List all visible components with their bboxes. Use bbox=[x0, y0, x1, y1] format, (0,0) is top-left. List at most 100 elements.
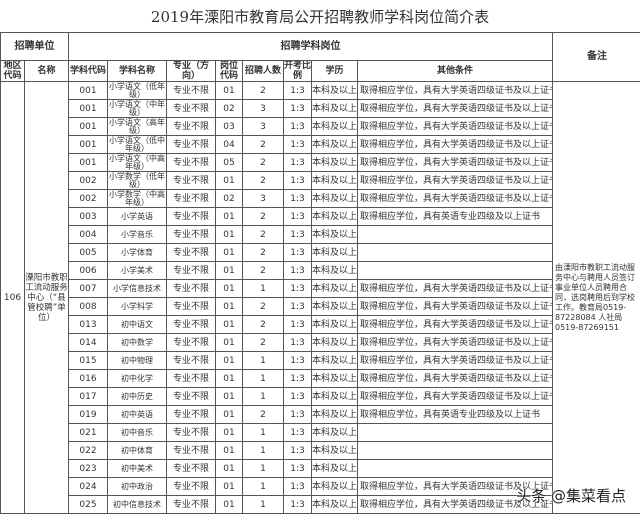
hire-count: 3 bbox=[242, 99, 284, 118]
major: 专业不限 bbox=[166, 189, 216, 208]
header-remark: 备注 bbox=[552, 32, 640, 82]
major: 专业不限 bbox=[166, 477, 216, 496]
subject-name: 小学语文（中年级） bbox=[107, 99, 167, 118]
exam-ratio: 1:3 bbox=[283, 153, 312, 172]
other-conditions bbox=[357, 225, 553, 244]
post-code: 01 bbox=[215, 369, 243, 388]
exam-ratio: 1:3 bbox=[283, 441, 312, 460]
unit-name: 溧阳市教职工流动服务中心（“县管校聘”单位） bbox=[24, 81, 69, 514]
table-row: 019 初中英语 专业不限 01 2 1:3 本科及以上 取得相应学位，具有英语专业四级及以上… bbox=[1, 405, 640, 424]
education: 本科及以上 bbox=[311, 99, 358, 118]
major: 专业不限 bbox=[166, 423, 216, 442]
post-code: 04 bbox=[215, 135, 243, 154]
major: 专业不限 bbox=[166, 243, 216, 262]
exam-ratio: 1:3 bbox=[283, 369, 312, 388]
column-header: 岗位代码 bbox=[215, 60, 243, 82]
subject-name: 小学数学（中高年级） bbox=[107, 189, 167, 208]
subject-code: 001 bbox=[68, 99, 108, 118]
major: 专业不限 bbox=[166, 441, 216, 460]
post-code: 01 bbox=[215, 333, 243, 352]
table-row: 017 初中历史 专业不限 01 1 1:3 本科及以上 取得相应学位，具有大学英语四级证书及… bbox=[1, 387, 640, 406]
column-header: 招聘人数 bbox=[242, 60, 284, 82]
subject-name: 小学语文（中高年级） bbox=[107, 153, 167, 172]
exam-ratio: 1:3 bbox=[283, 243, 312, 262]
hire-count: 2 bbox=[242, 243, 284, 262]
exam-ratio: 1:3 bbox=[283, 189, 312, 208]
education: 本科及以上 bbox=[311, 153, 358, 172]
remark: 由溧阳市教职工流动服务中心与聘用人员签订事业单位人员聘用合同，选岗聘用后到学校工… bbox=[552, 81, 640, 514]
education: 本科及以上 bbox=[311, 261, 358, 280]
major: 专业不限 bbox=[166, 135, 216, 154]
post-code: 01 bbox=[215, 387, 243, 406]
major: 专业不限 bbox=[166, 459, 216, 478]
education: 本科及以上 bbox=[311, 477, 358, 496]
column-header: 名称 bbox=[24, 60, 69, 82]
page-title: 2019年溧阳市教育局公开招聘教师学科岗位简介表 bbox=[150, 8, 490, 26]
major: 专业不限 bbox=[166, 333, 216, 352]
major: 专业不限 bbox=[166, 81, 216, 100]
education: 本科及以上 bbox=[311, 279, 358, 298]
subject-name: 小学美术 bbox=[107, 261, 167, 280]
table-row: 006 小学美术 专业不限 01 2 1:3 本科及以上 bbox=[1, 261, 640, 280]
table-row: 024 初中政治 专业不限 01 1 1:3 本科及以上 取得相应学位，具有大学英语四级证书及… bbox=[1, 477, 640, 496]
post-code: 01 bbox=[215, 315, 243, 334]
major: 专业不限 bbox=[166, 351, 216, 370]
major: 专业不限 bbox=[166, 99, 216, 118]
subject-code: 019 bbox=[68, 405, 108, 424]
other-conditions bbox=[357, 423, 553, 442]
hire-count: 2 bbox=[242, 81, 284, 100]
other-conditions: 取得相应学位，具有大学英语四级证书及以上证书 bbox=[357, 279, 553, 298]
other-conditions bbox=[357, 261, 553, 280]
major: 专业不限 bbox=[166, 297, 216, 316]
column-header: 学历 bbox=[311, 60, 358, 82]
other-conditions: 取得相应学位，具有大学英语四级证书及以上证书 bbox=[357, 99, 553, 118]
major: 专业不限 bbox=[166, 405, 216, 424]
subject-name: 初中信息技术 bbox=[107, 495, 167, 514]
other-conditions: 取得相应学位，具有大学英语四级证书及以上证书 bbox=[357, 333, 553, 352]
post-code: 01 bbox=[215, 207, 243, 226]
post-code: 01 bbox=[215, 441, 243, 460]
education: 本科及以上 bbox=[311, 495, 358, 514]
exam-ratio: 1:3 bbox=[283, 459, 312, 478]
subject-name: 初中物理 bbox=[107, 351, 167, 370]
table-row: 021 初中音乐 专业不限 01 1 1:3 本科及以上 bbox=[1, 423, 640, 442]
subject-code: 007 bbox=[68, 279, 108, 298]
subject-name: 小学数学（低年级） bbox=[107, 171, 167, 190]
subject-code: 002 bbox=[68, 171, 108, 190]
subject-name: 小学科学 bbox=[107, 297, 167, 316]
major: 专业不限 bbox=[166, 171, 216, 190]
exam-ratio: 1:3 bbox=[283, 81, 312, 100]
exam-ratio: 1:3 bbox=[283, 171, 312, 190]
major: 专业不限 bbox=[166, 117, 216, 136]
hire-count: 1 bbox=[242, 459, 284, 478]
exam-ratio: 1:3 bbox=[283, 387, 312, 406]
post-code: 01 bbox=[215, 171, 243, 190]
table-row: 001 小学语文（中年级） 专业不限 02 3 1:3 本科及以上 取得相应学位，具有大学英语… bbox=[1, 99, 640, 118]
other-conditions: 取得相应学位，具有大学英语四级证书及以上证书 bbox=[357, 351, 553, 370]
table-row: 003 小学英语 专业不限 01 2 1:3 本科及以上 取得相应学位，具有英语专业四级及以上… bbox=[1, 207, 640, 226]
exam-ratio: 1:3 bbox=[283, 261, 312, 280]
table-row: 023 初中美术 专业不限 01 1 1:3 本科及以上 bbox=[1, 459, 640, 478]
watermark: 头条 @集菜看点 bbox=[516, 487, 626, 505]
subject-code: 001 bbox=[68, 135, 108, 154]
major: 专业不限 bbox=[166, 225, 216, 244]
subject-name: 小学音乐 bbox=[107, 225, 167, 244]
exam-ratio: 1:3 bbox=[283, 351, 312, 370]
education: 本科及以上 bbox=[311, 459, 358, 478]
major: 专业不限 bbox=[166, 153, 216, 172]
subject-code: 013 bbox=[68, 315, 108, 334]
area-code: 106 bbox=[0, 81, 25, 514]
post-code: 01 bbox=[215, 297, 243, 316]
subject-name: 初中化学 bbox=[107, 369, 167, 388]
hire-count: 3 bbox=[242, 189, 284, 208]
table-row: 001 小学语文（中高年级） 专业不限 05 2 1:3 本科及以上 取得相应学位，具有大学英… bbox=[1, 153, 640, 172]
table-row: 001 小学语文（高年级） 专业不限 03 3 1:3 本科及以上 取得相应学位，具有大学英语… bbox=[1, 117, 640, 136]
other-conditions: 取得相应学位，具有大学英语四级证书及以上证书 bbox=[357, 495, 553, 514]
subject-name: 初中体育 bbox=[107, 441, 167, 460]
education: 本科及以上 bbox=[311, 369, 358, 388]
subject-code: 017 bbox=[68, 387, 108, 406]
other-conditions: 取得相应学位，具有大学英语四级证书及以上证书 bbox=[357, 315, 553, 334]
education: 本科及以上 bbox=[311, 423, 358, 442]
table-row: 007 小学信息技术 专业不限 01 1 1:3 本科及以上 取得相应学位，具有大学英语四级证… bbox=[1, 279, 640, 298]
subject-name: 初中音乐 bbox=[107, 423, 167, 442]
